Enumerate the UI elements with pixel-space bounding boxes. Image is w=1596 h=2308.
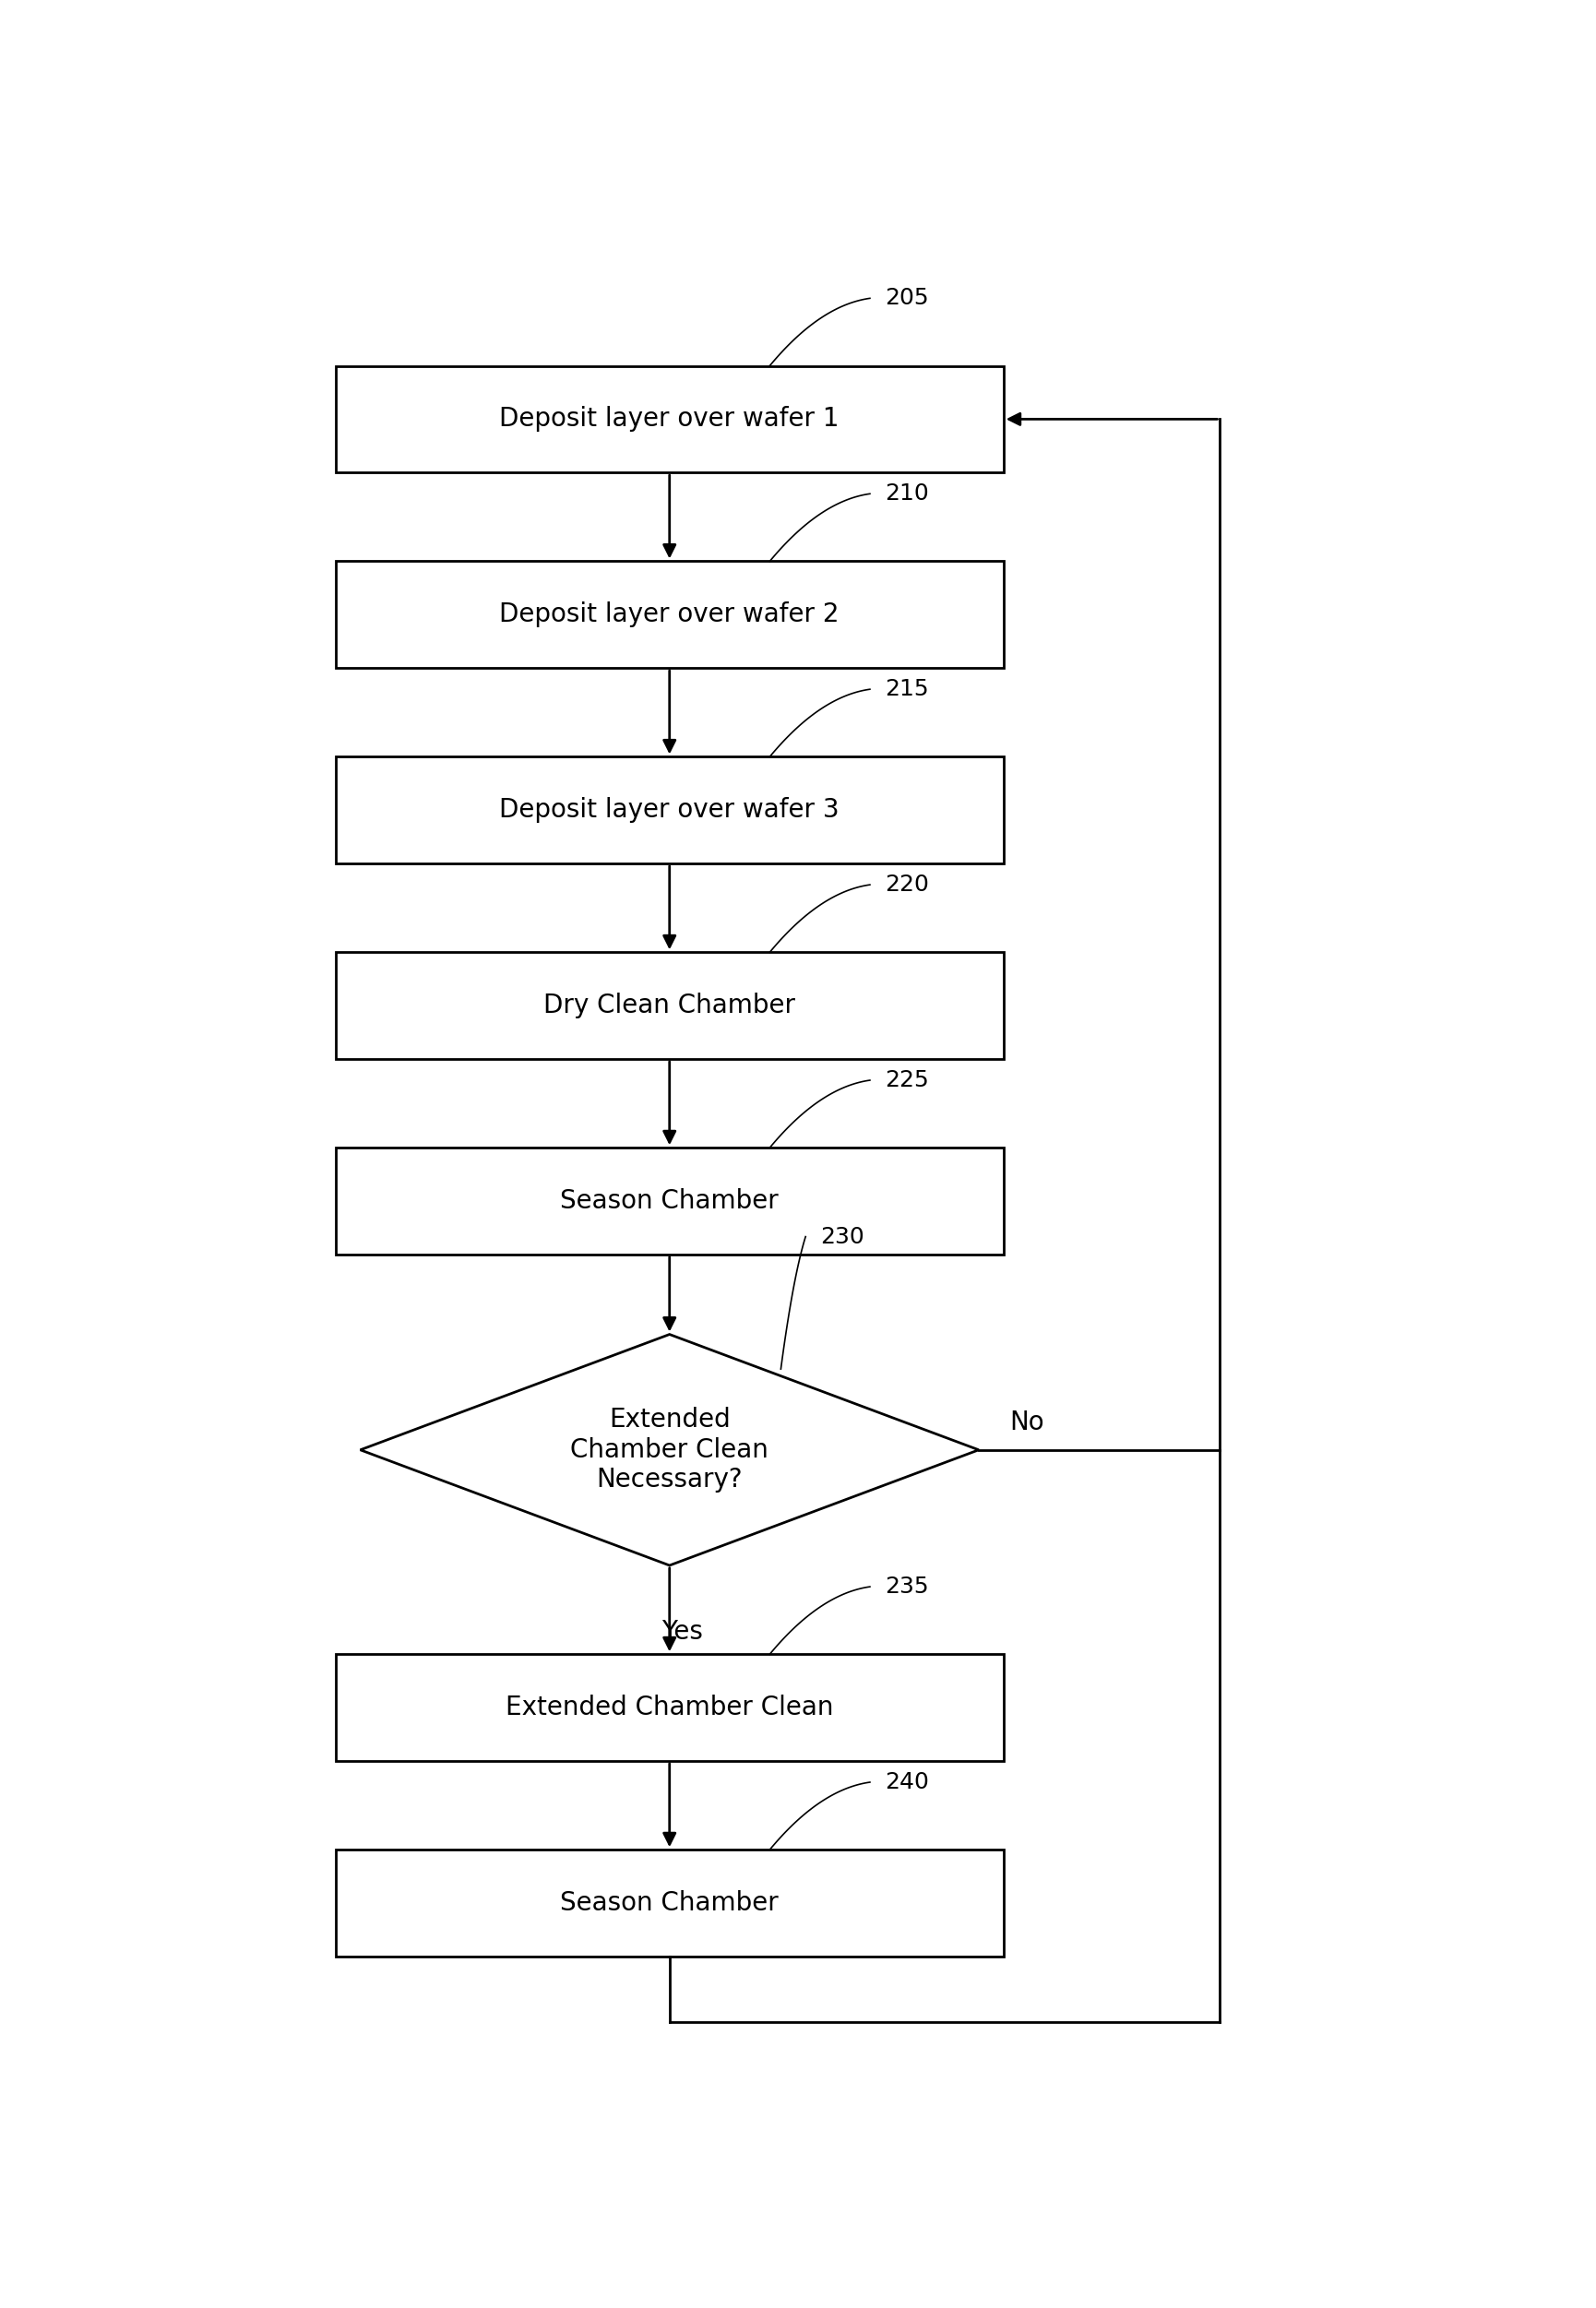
Text: 235: 235 <box>884 1576 929 1597</box>
FancyBboxPatch shape <box>335 953 1004 1059</box>
Text: Deposit layer over wafer 1: Deposit layer over wafer 1 <box>500 406 839 432</box>
Text: No: No <box>1010 1410 1044 1436</box>
Text: Season Chamber: Season Chamber <box>560 1189 779 1214</box>
FancyBboxPatch shape <box>335 365 1004 473</box>
Text: Dry Clean Chamber: Dry Clean Chamber <box>544 992 795 1018</box>
Text: Deposit layer over wafer 2: Deposit layer over wafer 2 <box>500 602 839 628</box>
Text: 240: 240 <box>884 1770 929 1793</box>
Text: Extended Chamber Clean: Extended Chamber Clean <box>506 1694 833 1719</box>
Text: Season Chamber: Season Chamber <box>560 1890 779 1916</box>
Text: 225: 225 <box>884 1069 929 1092</box>
FancyBboxPatch shape <box>335 1147 1004 1256</box>
Text: 215: 215 <box>884 679 929 699</box>
FancyBboxPatch shape <box>335 757 1004 863</box>
Text: Extended
Chamber Clean
Necessary?: Extended Chamber Clean Necessary? <box>570 1408 769 1493</box>
Text: 210: 210 <box>884 482 929 505</box>
Text: 230: 230 <box>820 1226 865 1249</box>
Text: Deposit layer over wafer 3: Deposit layer over wafer 3 <box>500 796 839 824</box>
FancyBboxPatch shape <box>335 1849 1004 1957</box>
Text: 220: 220 <box>884 875 929 896</box>
Text: 205: 205 <box>884 286 929 309</box>
Text: Yes: Yes <box>661 1618 702 1646</box>
Polygon shape <box>361 1334 978 1565</box>
FancyBboxPatch shape <box>335 1655 1004 1761</box>
FancyBboxPatch shape <box>335 561 1004 667</box>
